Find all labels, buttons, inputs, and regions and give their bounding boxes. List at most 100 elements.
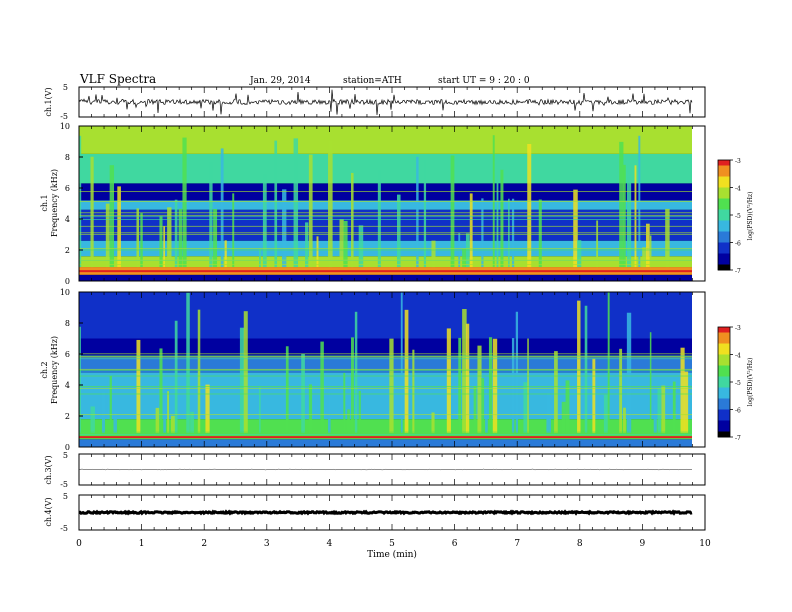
ch1-spec-sferic [416,156,419,268]
ch2-spectrogram-channel-label: ch.2 [40,361,49,378]
ch1-colorbar-cell [718,179,730,183]
ch1-colorbar-cell [718,256,730,260]
x-tick-label: 4 [327,539,333,549]
ch2-spec-line [79,355,692,357]
ch2-colorbar-cell [718,346,730,350]
ch2-colorbar-cell [718,426,730,430]
ch1-spec-sferic [178,208,183,268]
ch1-spec-sferic [634,165,637,268]
ch2-spec-line [79,386,692,387]
ch2-spec-sferic [101,391,105,434]
ch2-spec-sferic [389,338,394,434]
ch2-spec-line [79,414,692,416]
ch2-spec-sferic [259,387,261,434]
ch2-spec-sferic [592,358,596,434]
ch1-waveform-ylabel: ch.1(V) [44,87,53,116]
ch2-spec-ytick-label: 0 [65,443,70,452]
ch1-colorbar-cell [718,195,730,199]
ch1-ytick-bottom: -5 [60,112,68,121]
ch2-spec-line [79,393,692,395]
ch4-waveform-ylabel: ch.4(V) [44,497,53,526]
ch1-colorbar-tick-label: -5 [735,213,741,220]
ch1-spec-sferic [213,209,218,268]
ch2-spec-band-5 [79,338,692,358]
ch2-spec-ytick-label: 2 [65,412,70,421]
ch4-waveform-panel: 5 -5 ch.4(V) [44,492,706,533]
ch2-spec-sferic [546,393,551,434]
ch2-colorbar-cell [718,393,730,397]
ch1-colorbar-cell [718,206,730,210]
ch2-spec-sferic [113,410,117,434]
ch1-spec-sferic [642,247,647,268]
ch3-waveform-ylabel: ch.3(V) [44,455,53,484]
ch1-spec-sferic [500,169,504,268]
x-axis-ticks [78,87,706,530]
ch1-spec-sferic [174,199,178,268]
ch2-spec-sferic [354,311,358,434]
ch1-spec-sferic [665,208,670,268]
ch2-spec-sferic [412,349,415,434]
ch1-colorbar-cell [718,259,730,263]
ch2-spec-sferic [174,320,178,434]
ch1-colorbar-cell [718,182,730,186]
ch2-colorbar-cell [718,343,730,347]
ch2-spec-band-6 [79,292,692,339]
ch1-spec-sferic [358,225,364,268]
ch2-spec-sferic [446,328,451,434]
ch1-spec-sferic [163,226,165,268]
ch1-colorbar-cell [718,215,730,219]
ch2-spec-sferic [465,323,470,434]
ch2-colorbar-label: log(PSD)(V²/Hz) [747,358,754,407]
ch1-spec-sferic [328,140,333,268]
ch2-spec-line [79,369,692,371]
ch1-spec-sferic [305,222,309,268]
ch2-spec-sferic [308,384,313,434]
ch1-colorbar-cell [718,239,730,243]
ch1-colorbar-cell [718,190,730,194]
ch1-spec-line [79,212,692,214]
ch2-spec-sferic [623,407,626,434]
ch4-waveform-trace [78,509,693,516]
ch2-spec-line [79,387,692,389]
ch1-spec-sferic [450,155,455,268]
ch4-ytick-top: 5 [63,492,68,501]
ch1-spec-ytick-label: 4 [65,215,70,224]
ch2-spec-sferic [167,391,170,434]
x-axis-tick-labels: 0 1 2 3 4 5 6 7 8 9 10 [76,539,711,549]
ch2-spec-band-0 [79,439,692,447]
ch3-ytick-bottom: -5 [60,480,68,489]
ch1-colorbar-cell [718,253,730,257]
ch1-spec-sferic [167,207,172,268]
ch1-spectrogram-ylabel: Frequency (kHz) [50,169,59,237]
ch2-colorbar-cell [718,423,730,427]
ch2-colorbar-tick-label: -7 [735,435,741,442]
ch1-spec-line [79,214,692,216]
ch2-spec-line [79,368,692,370]
ch2-spec-sferic [239,327,245,434]
ch2-spec-sferic [680,347,685,434]
ch2-colorbar: -3 -4 -5 -6 -7 [717,325,741,442]
ch2-colorbar-cell [718,340,730,344]
ch2-colorbar-cell [718,428,730,432]
ch2-spec-sferic [462,309,467,434]
ch1-waveform-panel: 5 -5 ch.1(V) [44,83,706,121]
ch1-colorbar-tick-label: -7 [735,268,741,275]
ch1-spec-sferic [316,236,319,268]
ch1-spec-sferic [232,193,235,268]
ch2-spec-band-4 [79,357,692,373]
ch2-spec-sferic [485,380,488,434]
ch3-waveform-panel: 5 -5 ch.3(V) [44,451,706,489]
ch1-spec-sferic [159,216,163,268]
ch2-spec-sferic [619,348,623,434]
ch1-colorbar-cell [718,168,730,172]
ch1-spec-sferic [538,199,542,268]
ch2-spec-sferic [400,292,403,434]
ch1-colorbar-cell [718,245,730,249]
ch1-spec-line [79,225,692,227]
ch2-colorbar-cell [718,327,730,331]
ch1-spec-sferic [308,154,313,268]
ch2-colorbar-tick-label: -3 [735,325,741,332]
ch1-colorbar-cell [718,264,730,268]
ch2-spec-line [79,356,692,358]
ch2-colorbar-cell [718,404,730,408]
